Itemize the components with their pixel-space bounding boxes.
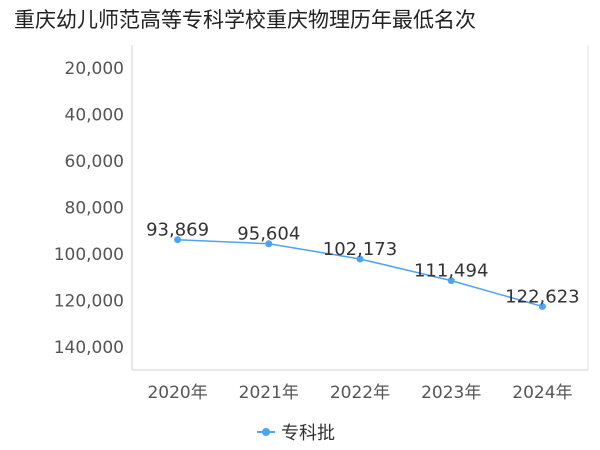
y-tick-label: 40,000	[65, 106, 124, 126]
y-tick-label: 60,000	[65, 152, 124, 172]
data-label: 95,604	[237, 224, 300, 245]
legend-swatch	[257, 425, 275, 439]
series-layer: 93,869 95,604 102,173 111,494 122,623	[146, 220, 580, 310]
y-tick-label: 20,000	[65, 59, 124, 79]
data-point[interactable]	[356, 255, 364, 263]
data-point[interactable]	[447, 277, 455, 285]
data-label: 93,869	[146, 220, 209, 241]
y-tick-label: 140,000	[54, 338, 124, 358]
chart-title: 重庆幼儿师范高等专科学校重庆物理历年最低名次	[14, 8, 476, 32]
x-tick-label: 2020年	[147, 383, 207, 403]
data-point[interactable]	[174, 236, 182, 244]
x-axis-ticks: 2020年 2021年 2022年 2023年 2024年	[147, 383, 572, 403]
x-tick-label: 2021年	[239, 383, 299, 403]
y-tick-label: 80,000	[65, 199, 124, 219]
legend-label: 专科批	[281, 423, 335, 444]
y-axis-ticks: 20,000 40,000 60,000 80,000 100,000 120,000 14…	[54, 59, 124, 358]
x-tick-label: 2022年	[330, 383, 390, 403]
data-label: 111,494	[414, 261, 488, 282]
x-tick-label: 2023年	[421, 383, 481, 403]
axes	[131, 45, 589, 371]
x-tick-label: 2024年	[512, 383, 572, 403]
data-label: 102,173	[323, 239, 397, 260]
data-point[interactable]	[265, 240, 273, 248]
y-tick-label: 100,000	[54, 245, 124, 265]
legend[interactable]: 专科批	[257, 420, 335, 444]
data-label: 122,623	[505, 286, 579, 307]
y-tick-label: 120,000	[54, 291, 124, 311]
data-point[interactable]	[538, 302, 546, 310]
